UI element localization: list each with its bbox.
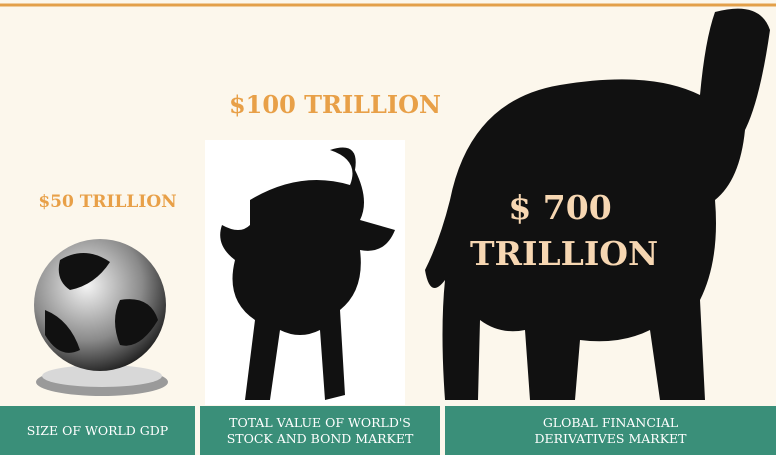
value-label: $100 TRILLION <box>210 90 460 119</box>
illustrations <box>0 0 776 455</box>
caption: GLOBAL FINANCIAL DERIVATIVES MARKET <box>445 406 776 455</box>
value-label: $50 TRILLION <box>20 192 195 212</box>
caption: SIZE OF WORLD GDP <box>0 406 195 455</box>
globe-icon <box>34 239 168 396</box>
infographic: $50 TRILLION $100 TRILLION $ 700 TRILLIO… <box>0 0 776 455</box>
value-label: $ 700 TRILLION <box>470 185 650 277</box>
caption: TOTAL VALUE OF WORLD'S STOCK AND BOND MA… <box>200 406 440 455</box>
